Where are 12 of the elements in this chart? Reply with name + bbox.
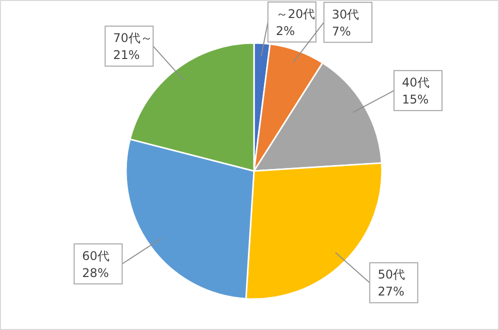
data-label: 21% (113, 48, 140, 62)
slice-label: 60代 (82, 248, 110, 263)
data-label: 7% (332, 24, 351, 38)
data-label: 28% (82, 266, 109, 280)
data-label: 2% (276, 24, 295, 38)
data-label: 27% (378, 284, 404, 299)
slice-label: 70代～ (113, 31, 152, 46)
slice-label: 30代 (332, 7, 360, 22)
data-label: 15% (402, 92, 429, 107)
slice-label: 50代 (378, 268, 406, 282)
slice-label: 40代 (402, 76, 430, 90)
slice-label: ～20代 (276, 7, 316, 21)
